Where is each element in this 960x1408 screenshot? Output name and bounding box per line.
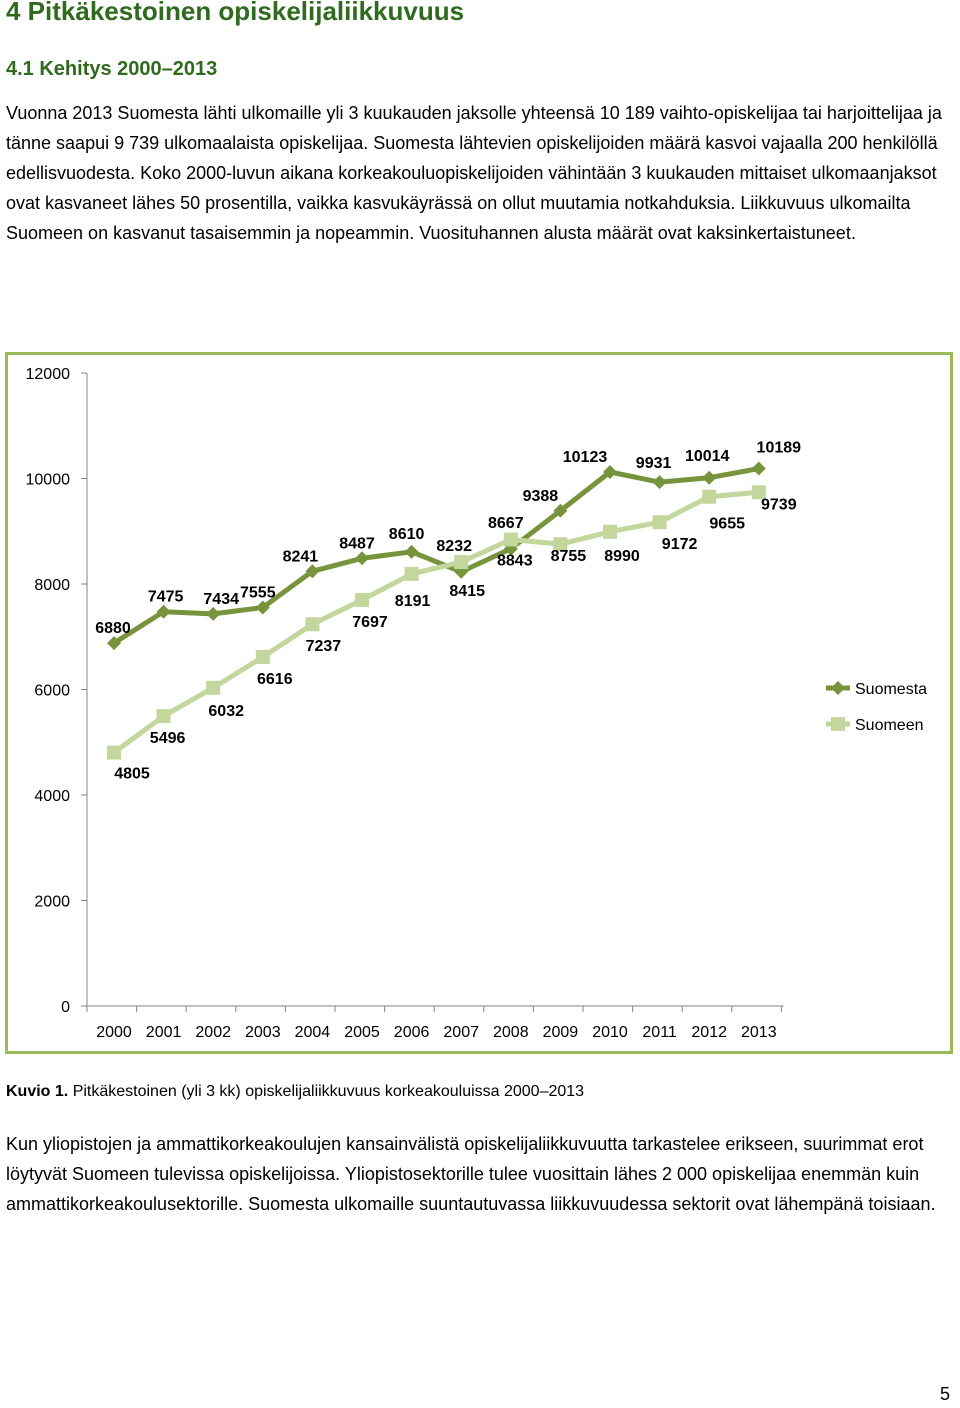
x-tick-label: 2000 bbox=[96, 1024, 132, 1041]
data-label-suomesta: 8241 bbox=[283, 548, 319, 565]
data-label-suomeen: 5496 bbox=[150, 730, 186, 747]
series-point-suomeen bbox=[107, 745, 121, 760]
series-point-suomesta bbox=[454, 564, 469, 579]
x-tick-label: 2008 bbox=[493, 1024, 529, 1041]
x-tick-label: 2006 bbox=[394, 1024, 430, 1041]
series-point-suomesta bbox=[751, 461, 766, 476]
legend-label-suomeen: Suomeen bbox=[855, 717, 924, 734]
figure-caption: Kuvio 1. Pitkäkestoinen (yli 3 kk) opisk… bbox=[6, 1083, 584, 1101]
x-tick-label: 2010 bbox=[592, 1024, 628, 1041]
sector-paragraph: Kun yliopistojen ja ammattikorkeakouluje… bbox=[6, 1134, 936, 1214]
data-label-suomeen: 8843 bbox=[497, 553, 533, 570]
series-point-suomesta bbox=[404, 544, 419, 559]
data-label-suomeen: 9739 bbox=[761, 496, 797, 513]
legend-marker-suomesta bbox=[831, 681, 845, 695]
x-tick-label: 2013 bbox=[741, 1024, 777, 1041]
y-tick-label: 4000 bbox=[34, 788, 70, 805]
data-label-suomeen: 9172 bbox=[662, 536, 698, 553]
figure-caption-label: Kuvio 1. bbox=[6, 1083, 69, 1100]
data-label-suomesta: 10189 bbox=[757, 440, 802, 457]
data-label-suomeen: 7237 bbox=[306, 638, 342, 655]
series-point-suomeen bbox=[503, 532, 518, 547]
series-point-suomeen bbox=[702, 489, 717, 504]
x-tick-label: 2009 bbox=[543, 1024, 579, 1041]
data-label-suomesta: 7475 bbox=[148, 589, 184, 606]
data-label-suomesta: 8667 bbox=[488, 515, 524, 532]
series-point-suomeen bbox=[454, 555, 469, 570]
data-label-suomesta: 9931 bbox=[636, 455, 672, 472]
data-label-suomeen: 8191 bbox=[395, 593, 431, 610]
x-tick-label: 2004 bbox=[295, 1024, 331, 1041]
y-tick-label: 0 bbox=[61, 999, 70, 1016]
data-label-suomeen: 8990 bbox=[604, 548, 640, 565]
x-tick-label: 2002 bbox=[195, 1024, 231, 1041]
series-point-suomesta bbox=[503, 541, 518, 556]
series-point-suomeen bbox=[206, 680, 221, 695]
series-point-suomesta bbox=[652, 475, 667, 490]
data-label-suomesta: 8232 bbox=[436, 538, 472, 555]
x-tick-label: 2005 bbox=[344, 1024, 380, 1041]
legend-label-suomesta: Suomesta bbox=[855, 681, 927, 698]
series-point-suomesta bbox=[355, 551, 369, 566]
y-tick-label: 12000 bbox=[26, 366, 71, 383]
series-point-suomesta bbox=[305, 564, 320, 579]
data-label-suomesta: 6880 bbox=[95, 620, 131, 637]
section-heading: 4 Pitkäkestoinen opiskelijaliikkuvuus bbox=[6, 0, 465, 26]
series-point-suomeen bbox=[255, 650, 270, 665]
data-label-suomesta: 10123 bbox=[563, 449, 608, 466]
series-point-suomesta bbox=[603, 465, 617, 480]
page-number: 5 bbox=[940, 1384, 951, 1404]
series-point-suomesta bbox=[702, 470, 717, 485]
x-tick-label: 2012 bbox=[691, 1024, 727, 1041]
series-point-suomeen bbox=[156, 709, 171, 724]
subsection-heading: 4.1 Kehitys 2000–2013 bbox=[6, 58, 218, 80]
legend-marker-suomeen bbox=[831, 717, 845, 731]
data-label-suomesta: 8610 bbox=[389, 526, 425, 543]
data-label-suomeen: 7697 bbox=[352, 614, 388, 631]
series-point-suomeen bbox=[603, 524, 617, 539]
y-tick-label: 8000 bbox=[34, 577, 70, 594]
series-point-suomesta bbox=[206, 606, 221, 621]
data-label-suomesta: 10014 bbox=[685, 448, 730, 465]
data-label-suomeen: 8755 bbox=[551, 548, 587, 565]
data-label-suomesta: 7555 bbox=[240, 584, 276, 601]
series-point-suomeen bbox=[652, 515, 667, 530]
data-label-suomesta: 8487 bbox=[339, 535, 375, 552]
y-tick-label: 6000 bbox=[34, 683, 70, 700]
series-point-suomeen bbox=[355, 592, 369, 607]
y-tick-label: 10000 bbox=[26, 472, 71, 489]
x-tick-label: 2007 bbox=[443, 1024, 479, 1041]
y-tick-label: 2000 bbox=[34, 894, 70, 911]
data-label-suomeen: 4805 bbox=[114, 766, 150, 783]
series-line-suomesta bbox=[112, 466, 760, 646]
series-point-suomesta bbox=[107, 636, 121, 651]
intro-paragraph: Vuonna 2013 Suomesta lähti ulkomaille yl… bbox=[6, 103, 942, 243]
series-point-suomeen bbox=[751, 485, 766, 500]
figure-caption-text: Pitkäkestoinen (yli 3 kk) opiskelijaliik… bbox=[72, 1083, 585, 1100]
series-line-suomeen bbox=[112, 489, 760, 755]
data-label-suomeen: 8415 bbox=[449, 583, 485, 600]
series-point-suomesta bbox=[156, 604, 171, 619]
data-label-suomeen: 9655 bbox=[709, 516, 745, 533]
chart-frame: 0 2000 4000 6000 8000 10000 12000 2000 2001 2002 2… bbox=[5, 352, 953, 1054]
data-label-suomesta: 9388 bbox=[523, 488, 559, 505]
x-tick-label: 2001 bbox=[146, 1024, 182, 1041]
x-tick-label: 2011 bbox=[642, 1024, 677, 1041]
series-point-suomeen bbox=[404, 566, 419, 581]
series-point-suomeen bbox=[553, 537, 568, 552]
series-point-suomesta bbox=[553, 503, 568, 518]
series-point-suomeen bbox=[305, 617, 320, 632]
x-tick-label: 2003 bbox=[245, 1024, 281, 1041]
mobility-line-chart: 0 2000 4000 6000 8000 10000 12000 2000 2001 2002 2… bbox=[26, 366, 928, 1041]
data-label-suomesta: 7434 bbox=[203, 591, 239, 608]
data-label-suomeen: 6032 bbox=[208, 703, 244, 720]
data-label-suomeen: 6616 bbox=[257, 671, 293, 688]
